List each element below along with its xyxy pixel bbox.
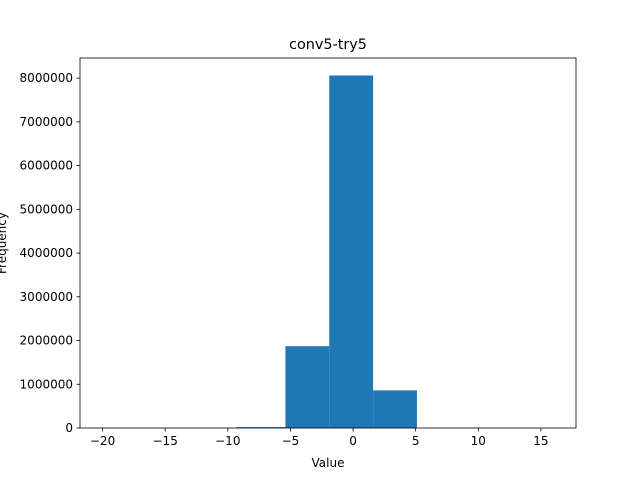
histogram-bar [373, 390, 417, 428]
y-tick-label: 3000000 [20, 290, 73, 304]
y-tick-label: 6000000 [20, 159, 73, 173]
x-tick-label: −15 [153, 434, 178, 448]
y-axis-ticks: 0 1000000 2000000 3000000 4000000 5000000 6000… [20, 71, 80, 435]
x-tick-label: −5 [282, 434, 300, 448]
y-tick-label: 4000000 [20, 246, 73, 260]
chart-title: conv5-try5 [289, 37, 367, 53]
y-axis-label: Frequency [0, 212, 9, 274]
y-tick-label: 0 [65, 421, 73, 435]
x-tick-label: 15 [533, 434, 548, 448]
histogram-bar [236, 427, 286, 428]
x-tick-label: 5 [412, 434, 420, 448]
x-tick-label: −10 [215, 434, 240, 448]
x-axis-label: Value [312, 456, 345, 470]
bars-group [236, 75, 417, 429]
x-tick-label: 0 [349, 434, 357, 448]
x-axis-ticks: −20 −15 −10 −5 0 5 10 15 [90, 428, 549, 448]
plot-frame [79, 57, 577, 429]
y-tick-label: 2000000 [20, 334, 73, 348]
histogram-bar [285, 346, 330, 428]
y-tick-label: 8000000 [20, 71, 73, 85]
y-tick-label: 1000000 [20, 377, 73, 391]
x-tick-label: 10 [471, 434, 486, 448]
x-tick-label: −20 [90, 434, 115, 448]
histogram-bar [329, 75, 374, 429]
y-tick-label: 5000000 [20, 202, 73, 216]
y-tick-label: 7000000 [20, 115, 73, 129]
